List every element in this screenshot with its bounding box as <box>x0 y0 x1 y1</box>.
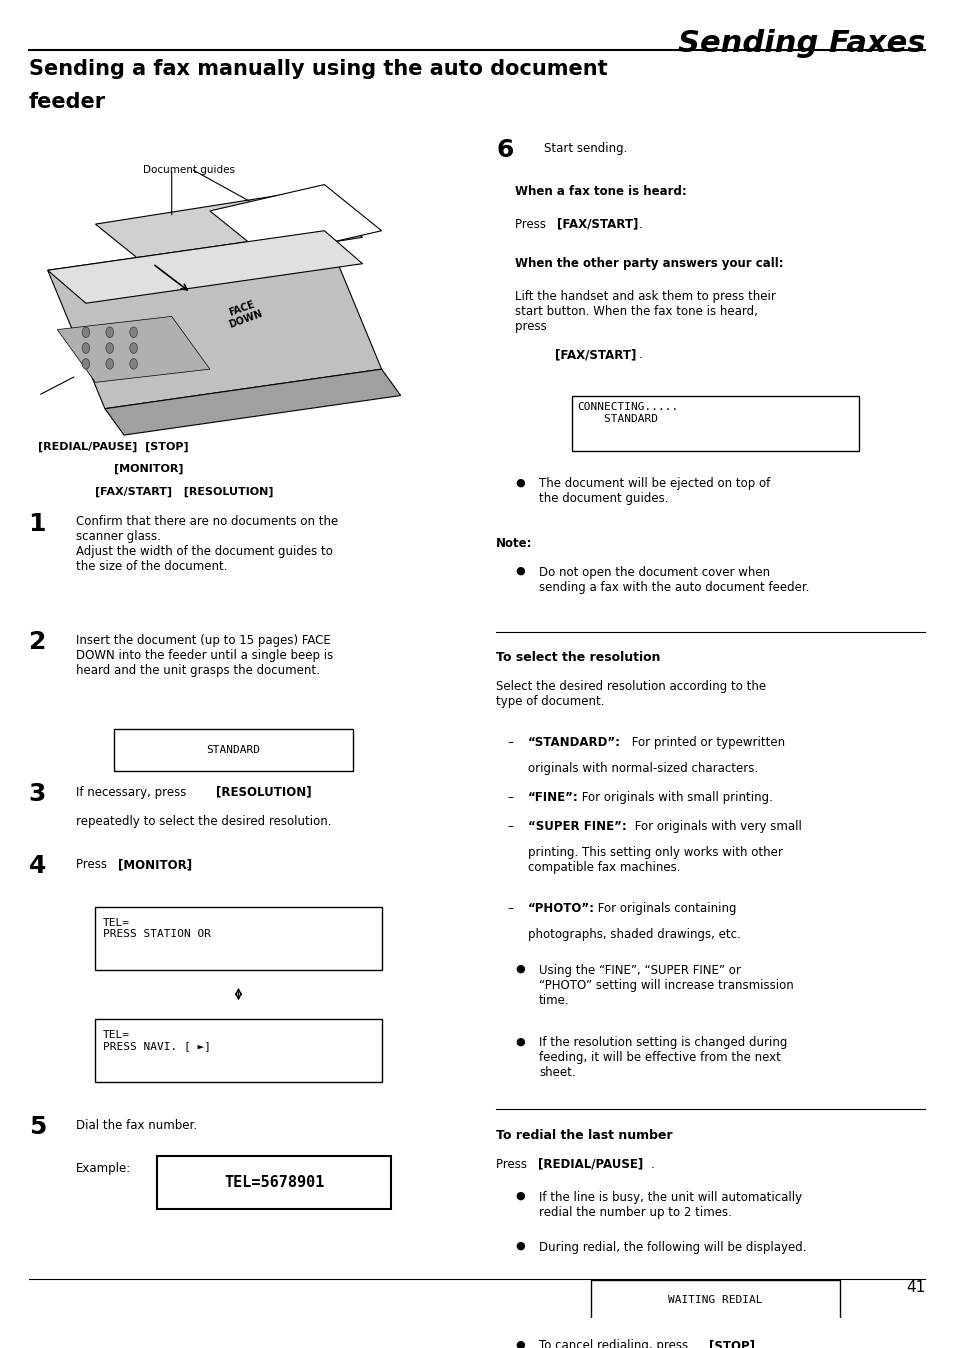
Text: When the other party answers your call:: When the other party answers your call: <box>515 257 783 270</box>
Text: photographs, shaded drawings, etc.: photographs, shaded drawings, etc. <box>527 929 740 941</box>
Text: [RESOLUTION]: [RESOLUTION] <box>215 786 311 799</box>
Text: ●: ● <box>515 566 524 576</box>
Text: For originals with small printing.: For originals with small printing. <box>578 791 772 803</box>
FancyBboxPatch shape <box>591 1281 839 1320</box>
Text: –: – <box>507 820 513 833</box>
Text: If the line is busy, the unit will automatically
redial the number up to 2 times: If the line is busy, the unit will autom… <box>538 1190 801 1219</box>
Circle shape <box>82 342 90 353</box>
Text: .: . <box>650 1158 654 1170</box>
Text: Sending a fax manually using the auto document: Sending a fax manually using the auto do… <box>29 59 607 80</box>
Text: “FINE”:: “FINE”: <box>527 791 578 803</box>
FancyBboxPatch shape <box>157 1157 391 1209</box>
Text: If the resolution setting is changed during
feeding, it will be effective from t: If the resolution setting is changed dur… <box>538 1037 786 1080</box>
Circle shape <box>106 328 113 337</box>
Text: WAITING REDIAL: WAITING REDIAL <box>667 1295 762 1305</box>
Circle shape <box>106 342 113 353</box>
Text: STANDARD: STANDARD <box>207 745 260 755</box>
Circle shape <box>130 342 137 353</box>
Text: Press: Press <box>76 859 111 871</box>
Text: ●: ● <box>515 1240 524 1251</box>
Text: “PHOTO”:: “PHOTO”: <box>527 902 594 915</box>
Text: [REDIAL/PAUSE]  [STOP]: [REDIAL/PAUSE] [STOP] <box>38 442 189 452</box>
Text: To redial the last number: To redial the last number <box>496 1128 672 1142</box>
Text: Lift the handset and ask them to press their
start button. When the fax tone is : Lift the handset and ask them to press t… <box>515 290 775 333</box>
Text: FACE
DOWN: FACE DOWN <box>223 298 263 330</box>
Polygon shape <box>105 369 400 435</box>
Text: Press: Press <box>496 1158 530 1170</box>
Text: [REDIAL/PAUSE]: [REDIAL/PAUSE] <box>537 1158 642 1170</box>
Text: Start sending.: Start sending. <box>543 143 626 155</box>
Polygon shape <box>95 191 362 270</box>
Text: [MONITOR]: [MONITOR] <box>114 464 184 474</box>
Polygon shape <box>48 231 381 408</box>
Text: During redial, the following will be displayed.: During redial, the following will be dis… <box>538 1240 805 1254</box>
Text: ●: ● <box>515 1037 524 1046</box>
Text: ●: ● <box>515 477 524 487</box>
Text: [FAX/START]: [FAX/START] <box>557 217 638 231</box>
Text: “STANDARD”:: “STANDARD”: <box>527 736 619 748</box>
Text: .: . <box>758 1340 761 1348</box>
Text: 3: 3 <box>29 782 46 806</box>
Text: .: . <box>639 217 642 231</box>
Text: 2: 2 <box>29 631 46 654</box>
Text: 5: 5 <box>29 1115 46 1139</box>
Text: “SUPER FINE”:: “SUPER FINE”: <box>527 820 626 833</box>
Text: For originals with very small: For originals with very small <box>630 820 801 833</box>
Text: When a fax tone is heard:: When a fax tone is heard: <box>515 185 686 198</box>
Text: –: – <box>507 736 513 748</box>
Text: CONNECTING.....
    STANDARD: CONNECTING..... STANDARD <box>577 402 678 423</box>
Text: Example:: Example: <box>76 1162 132 1174</box>
Text: The document will be ejected on top of
the document guides.: The document will be ejected on top of t… <box>538 477 769 506</box>
Circle shape <box>82 359 90 369</box>
Text: [FAX/START]: [FAX/START] <box>555 348 636 361</box>
Text: printing. This setting only works with other
compatible fax machines.: printing. This setting only works with o… <box>527 847 781 875</box>
Text: To cancel redialing, press: To cancel redialing, press <box>538 1340 691 1348</box>
Text: ●: ● <box>515 1340 524 1348</box>
Text: –: – <box>507 902 513 915</box>
Text: If necessary, press: If necessary, press <box>76 786 191 799</box>
Text: Do not open the document cover when
sending a fax with the auto document feeder.: Do not open the document cover when send… <box>538 566 809 593</box>
Text: [STOP]: [STOP] <box>708 1340 754 1348</box>
Text: Document guides: Document guides <box>143 164 234 175</box>
FancyBboxPatch shape <box>572 395 858 450</box>
Text: [FAX/START]   [RESOLUTION]: [FAX/START] [RESOLUTION] <box>95 487 274 497</box>
Text: TEL=
PRESS NAVI. [ ►]: TEL= PRESS NAVI. [ ►] <box>103 1030 211 1051</box>
Circle shape <box>130 328 137 337</box>
Polygon shape <box>48 231 362 303</box>
Text: originals with normal-sized characters.: originals with normal-sized characters. <box>527 762 757 775</box>
FancyBboxPatch shape <box>114 729 353 771</box>
Text: TEL=5678901: TEL=5678901 <box>224 1175 324 1190</box>
Text: Note:: Note: <box>496 537 532 550</box>
Text: ●: ● <box>515 1190 524 1201</box>
Text: Sending Faxes: Sending Faxes <box>678 30 924 58</box>
Text: repeatedly to select the desired resolution.: repeatedly to select the desired resolut… <box>76 814 332 828</box>
Circle shape <box>106 359 113 369</box>
Text: Select the desired resolution according to the
type of document.: Select the desired resolution according … <box>496 681 765 708</box>
Text: .: . <box>186 859 190 871</box>
Text: –: – <box>507 791 513 803</box>
Text: 1: 1 <box>29 511 46 535</box>
Polygon shape <box>210 185 381 257</box>
Circle shape <box>130 359 137 369</box>
Polygon shape <box>57 317 210 383</box>
Text: Confirm that there are no documents on the
scanner glass.
Adjust the width of th: Confirm that there are no documents on t… <box>76 515 338 573</box>
Text: 4: 4 <box>29 855 46 879</box>
Text: 6: 6 <box>496 139 513 162</box>
FancyBboxPatch shape <box>95 1019 381 1082</box>
Text: To select the resolution: To select the resolution <box>496 651 659 665</box>
Text: Press: Press <box>515 217 549 231</box>
FancyBboxPatch shape <box>95 907 381 971</box>
Text: ●: ● <box>515 964 524 973</box>
Text: 41: 41 <box>905 1279 924 1294</box>
Text: TEL=
PRESS STATION OR: TEL= PRESS STATION OR <box>103 918 211 940</box>
Text: feeder: feeder <box>29 92 106 112</box>
Text: Dial the fax number.: Dial the fax number. <box>76 1119 197 1132</box>
Text: Using the “FINE”, “SUPER FINE” or
“PHOTO” setting will increase transmission
tim: Using the “FINE”, “SUPER FINE” or “PHOTO… <box>538 964 793 1007</box>
Text: For printed or typewritten: For printed or typewritten <box>627 736 784 748</box>
Text: [MONITOR]: [MONITOR] <box>118 859 193 871</box>
Text: For originals containing: For originals containing <box>594 902 736 915</box>
Text: .: . <box>639 348 642 361</box>
Circle shape <box>82 328 90 337</box>
Text: Insert the document (up to 15 pages) FACE
DOWN into the feeder until a single be: Insert the document (up to 15 pages) FAC… <box>76 634 334 677</box>
